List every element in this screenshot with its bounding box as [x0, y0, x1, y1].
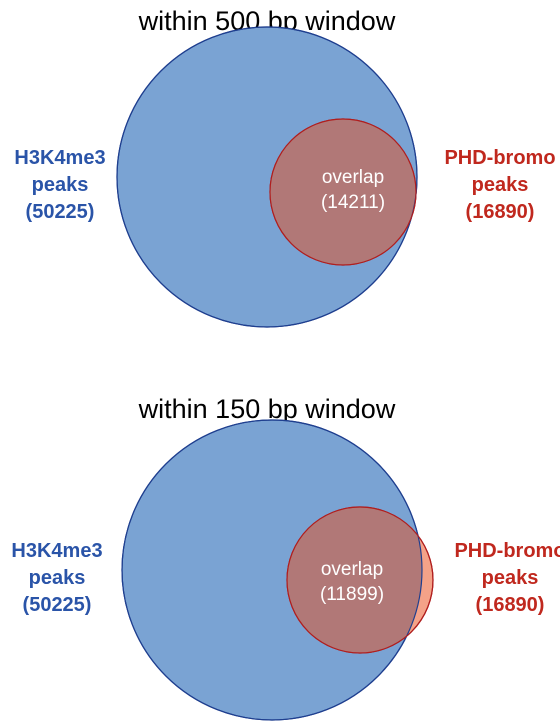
phd-bromo-outline: [286, 506, 434, 654]
overlap-region: [270, 119, 416, 265]
h3k4me3-label: H3K4me3 peaks (50225): [14, 147, 105, 223]
phd-bromo-outline: [269, 118, 417, 266]
venn-panel-150bp: within 150 bp window H3K4me3 peaks (5022…: [11, 394, 560, 721]
h3k4me3-outline: [121, 419, 423, 721]
overlap-count-label: (11899): [320, 584, 384, 605]
set-count-label: (50225): [26, 201, 95, 223]
overlap-count-label: (14211): [321, 192, 385, 213]
h3k4me3-label: H3K4me3 peaks (50225): [11, 540, 102, 616]
set-label-line: peaks: [482, 567, 539, 589]
set-label-line: H3K4me3: [11, 540, 102, 562]
venn-panel-500bp: within 500 bp window H3K4me3 peaks (5022…: [14, 6, 556, 328]
set-label-line: peaks: [29, 567, 86, 589]
overlap-region: [287, 507, 422, 653]
set-label-line: peaks: [472, 174, 529, 196]
set-count-label: (16890): [476, 594, 545, 616]
set-label-line: PHD-bromo: [444, 147, 555, 169]
set-label-line: peaks: [32, 174, 89, 196]
overlap-label: overlap (14211): [321, 167, 385, 213]
set-label-line: H3K4me3: [14, 147, 105, 169]
h3k4me3-outline: [116, 26, 418, 328]
overlap-label-line: overlap: [321, 559, 383, 580]
set-count-label: (16890): [466, 201, 535, 223]
set-count-label: (50225): [23, 594, 92, 616]
phd-bromo-label: PHD-bromo peaks (16890): [454, 540, 560, 616]
overlap-label: overlap (11899): [320, 559, 384, 605]
overlap-label-line: overlap: [322, 167, 384, 188]
set-label-line: PHD-bromo: [454, 540, 560, 562]
phd-bromo-label: PHD-bromo peaks (16890): [444, 147, 555, 223]
panel-title: within 150 bp window: [138, 394, 396, 424]
